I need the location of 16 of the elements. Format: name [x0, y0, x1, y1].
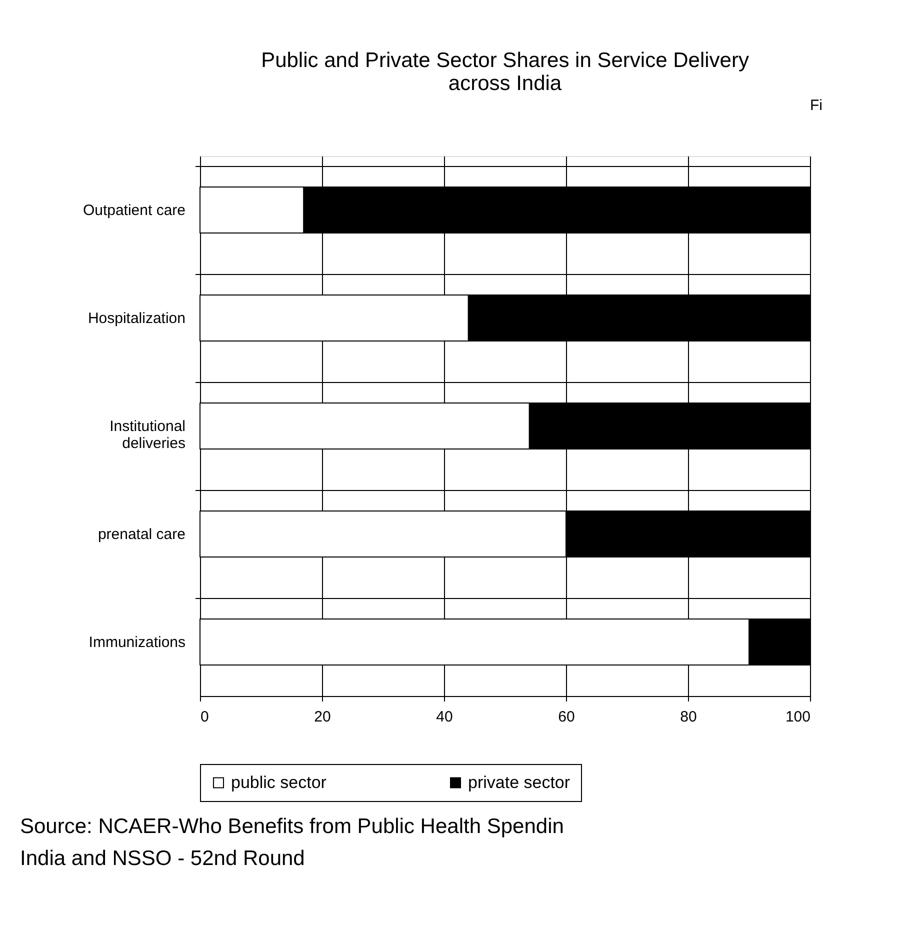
y-tick-label: prenatal care — [98, 526, 186, 543]
legend-label: public sector — [231, 772, 327, 792]
source-note: Source: NCAER-Who Benefits from Public Health Spendin India and NSSO - 52nd Round — [20, 815, 564, 870]
legend-label: private sector — [468, 772, 570, 792]
text: Fi — [810, 97, 822, 114]
y-tick-label: Immunizations — [88, 634, 186, 651]
x-tick-label: 100 — [785, 708, 810, 726]
x-tick-label: 20 — [314, 708, 331, 726]
x-tick-label: 0 — [200, 708, 209, 726]
y-tick-label: Outpatient care — [82, 202, 186, 219]
y-tick-label: Hospitalization — [88, 310, 186, 327]
x-tick-label: 40 — [436, 708, 453, 726]
y-tick-label: Institutional deliveries — [110, 418, 186, 452]
x-tick-label: 60 — [558, 708, 575, 726]
chart-title: Public and Private Sector Shares in Service Delivery across India — [261, 49, 750, 95]
x-tick-label: 80 — [680, 708, 697, 726]
